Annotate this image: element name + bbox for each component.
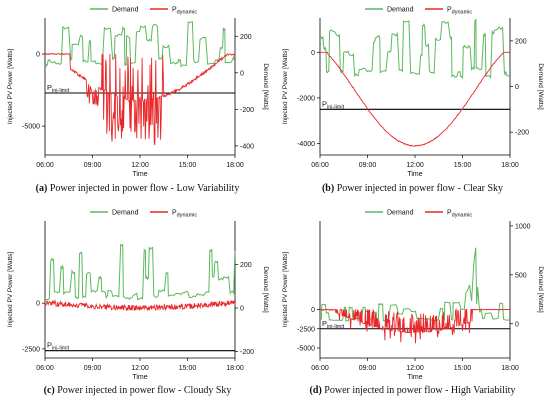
y-right-tick-label: 0 bbox=[515, 84, 519, 91]
y-left-axis-label: Injected PV Power [Watts] bbox=[282, 49, 289, 124]
x-tick-label: 18:00 bbox=[501, 162, 519, 169]
y-right-tick-label: 0 bbox=[240, 70, 244, 77]
inj-limit-label: Pinj-limit bbox=[322, 99, 345, 110]
y-left-tick-label: -2500 bbox=[22, 346, 40, 353]
series-pdynamic-line bbox=[320, 51, 510, 147]
y-right-tick-label: 0 bbox=[515, 321, 519, 328]
y-right-tick-label: 200 bbox=[240, 262, 252, 269]
caption-text: Power injected in power flow - Clear Sky bbox=[336, 183, 504, 194]
x-tick-label: 06:00 bbox=[311, 162, 329, 169]
chart-low-variability: 06:00 09:00 12:00 15:00 18:00 Time 0 -5000 200 0 -… bbox=[7, 7, 269, 179]
y-left-tick-label: -5000 bbox=[297, 345, 315, 352]
x-tick-label: 12:00 bbox=[131, 162, 149, 169]
caption-text: Power injected in power flow - Low Varia… bbox=[49, 183, 240, 194]
caption-text: Power injected in power flow - High Vari… bbox=[324, 385, 516, 396]
legend-label-demand: Demand bbox=[112, 7, 139, 14]
series-demand-line bbox=[319, 18, 510, 80]
y-right-tick-label: 1000 bbox=[515, 223, 531, 230]
legend-label-demand: Demand bbox=[112, 210, 139, 217]
y-left-tick-label: -5000 bbox=[22, 124, 40, 131]
caption-letter: (b) bbox=[321, 183, 335, 194]
y-right-axis-label: Demand [Watts] bbox=[262, 63, 269, 110]
series-demand-line bbox=[319, 247, 510, 323]
panel-c: 06:00 09:00 12:00 15:00 18:00 Time 0 -2500 200 0 -… bbox=[0, 203, 275, 405]
inj-limit-label: Pinj-limit bbox=[47, 83, 70, 94]
y-right-axis-label: Demand [Watts] bbox=[262, 266, 269, 313]
chart-clear-sky: 06:00 09:00 12:00 15:00 18:00Time0-2000-4000… bbox=[282, 7, 544, 179]
y-right-axis-label: Demand [Watts] bbox=[537, 63, 544, 110]
caption-text: Power injected in power flow - Cloudy Sk… bbox=[57, 385, 232, 396]
y-left-tick-label: -4000 bbox=[297, 141, 315, 148]
x-axis-label: Time bbox=[407, 171, 422, 178]
y-left-axis-label: Injected PV Power [Watts] bbox=[7, 49, 14, 124]
y-right-tick-label: 500 bbox=[515, 272, 527, 279]
y-right-axis-label: Demand [Watts] bbox=[537, 266, 544, 313]
caption-letter: (a) bbox=[35, 183, 48, 194]
x-tick-label: 06:00 bbox=[36, 162, 54, 169]
series-pdynamic-line bbox=[44, 298, 236, 312]
x-axis-label: Time bbox=[132, 374, 147, 381]
x-tick-label: 06:00 bbox=[36, 365, 54, 372]
legend-label-demand: Demand bbox=[387, 7, 414, 14]
caption-c: (c) Power injected in power flow - Cloud… bbox=[0, 385, 275, 396]
caption-d: (d) Power injected in power flow - High … bbox=[275, 385, 550, 396]
caption-a: (a) Power injected in power flow - Low V… bbox=[0, 183, 275, 194]
x-tick-label: 09:00 bbox=[84, 162, 102, 169]
x-axis-label: Time bbox=[407, 374, 422, 381]
y-right-tick-label: 200 bbox=[240, 34, 252, 41]
y-right-tick-label: 200 bbox=[515, 38, 527, 45]
x-tick-label: 15:00 bbox=[454, 162, 472, 169]
legend-label-demand: Demand bbox=[387, 210, 414, 217]
y-left-tick-label: 0 bbox=[36, 52, 40, 59]
panel-d: 06:00 09:00 12:00 15:00 18:00 Time 0 -2500 -5000… bbox=[275, 203, 550, 405]
x-tick-label: 15:00 bbox=[454, 365, 472, 372]
chart-cloudy-sky: 06:00 09:00 12:00 15:00 18:00 Time 0 -2500 200 0 -… bbox=[7, 210, 269, 382]
series-pdynamic-line bbox=[320, 308, 511, 344]
caption-b: (b) Power injected in power flow - Clear… bbox=[275, 183, 550, 194]
caption-letter: (c) bbox=[43, 385, 55, 396]
legend-label-pdynamic: Pdynamic bbox=[447, 210, 472, 219]
x-tick-label: 06:00 bbox=[311, 365, 329, 372]
legend-label-pdynamic: Pdynamic bbox=[172, 7, 197, 16]
x-tick-label: 12:00 bbox=[406, 162, 424, 169]
y-right-tick-label: -400 bbox=[240, 143, 254, 150]
y-right-tick-label: -200 bbox=[240, 107, 254, 114]
x-tick-label: 12:00 bbox=[406, 365, 424, 372]
y-left-tick-label: -2500 bbox=[297, 326, 315, 333]
x-tick-label: 09:00 bbox=[359, 162, 377, 169]
panel-b: 06:00 09:00 12:00 15:00 18:00 Time 0 -2000 -4000… bbox=[275, 0, 550, 203]
x-tick-label: 18:00 bbox=[226, 162, 244, 169]
x-tick-label: 12:00 bbox=[131, 365, 149, 372]
y-left-tick-label: -2000 bbox=[297, 95, 315, 102]
x-tick-label: 15:00 bbox=[179, 162, 197, 169]
x-tick-label: 18:00 bbox=[501, 365, 519, 372]
y-left-tick-label: 0 bbox=[36, 301, 40, 308]
y-left-tick-label: 0 bbox=[311, 50, 315, 57]
caption-letter: (d) bbox=[309, 385, 322, 396]
series-demand-line bbox=[44, 21, 236, 68]
y-right-tick-label: 0 bbox=[240, 305, 244, 312]
legend-label-pdynamic: Pdynamic bbox=[447, 7, 472, 16]
y-right-tick-label: -200 bbox=[515, 130, 529, 137]
inj-limit-label: Pinj-limit bbox=[47, 341, 70, 352]
x-tick-label: 09:00 bbox=[84, 365, 102, 372]
legend-label-pdynamic: Pdynamic bbox=[172, 210, 197, 219]
chart-high-variability: 06:00 09:00 12:00 15:00 18:00 Time 0 -2500 -5000… bbox=[282, 210, 544, 382]
inj-limit-label: Pinj-limit bbox=[322, 319, 345, 330]
y-left-axis-label: Injected PV Power [Watts] bbox=[7, 252, 14, 327]
y-left-axis-label: Injected PV Power [Watts] bbox=[282, 252, 289, 327]
series-pdynamic-line bbox=[44, 52, 236, 146]
panel-a: 06:00 09:00 12:00 15:00 18:00 Time 0 -5000 200 0 -… bbox=[0, 0, 275, 203]
x-tick-label: 18:00 bbox=[226, 365, 244, 372]
y-right-tick-label: -200 bbox=[240, 349, 254, 356]
y-left-tick-label: 0 bbox=[311, 307, 315, 314]
x-axis-label: Time bbox=[132, 171, 147, 178]
series-demand-line bbox=[44, 243, 236, 301]
x-tick-label: 09:00 bbox=[359, 365, 377, 372]
x-tick-label: 15:00 bbox=[179, 365, 197, 372]
